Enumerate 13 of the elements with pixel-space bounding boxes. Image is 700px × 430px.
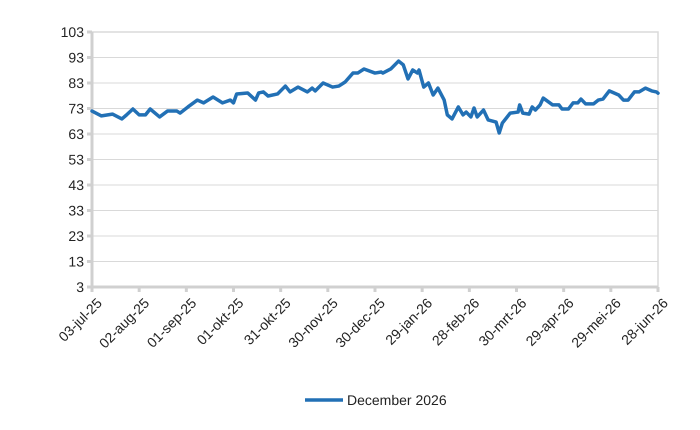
y-tick-label: 83: [68, 74, 84, 91]
y-tick-label: 13: [68, 253, 84, 270]
line-series: [90, 59, 660, 135]
legend-label: December 2026: [347, 392, 447, 408]
y-tick-label: 3: [76, 278, 84, 295]
y-tick-label: 63: [68, 126, 84, 142]
y-tick-label: 53: [68, 151, 84, 168]
y-tick-label: 33: [68, 202, 84, 218]
y-tick-label: 93: [68, 49, 84, 66]
y-tick-label: 23: [68, 228, 84, 244]
y-tick-label: 73: [68, 100, 84, 116]
y-tick-label: 103: [60, 24, 84, 40]
y-tick-label: 43: [68, 176, 84, 193]
